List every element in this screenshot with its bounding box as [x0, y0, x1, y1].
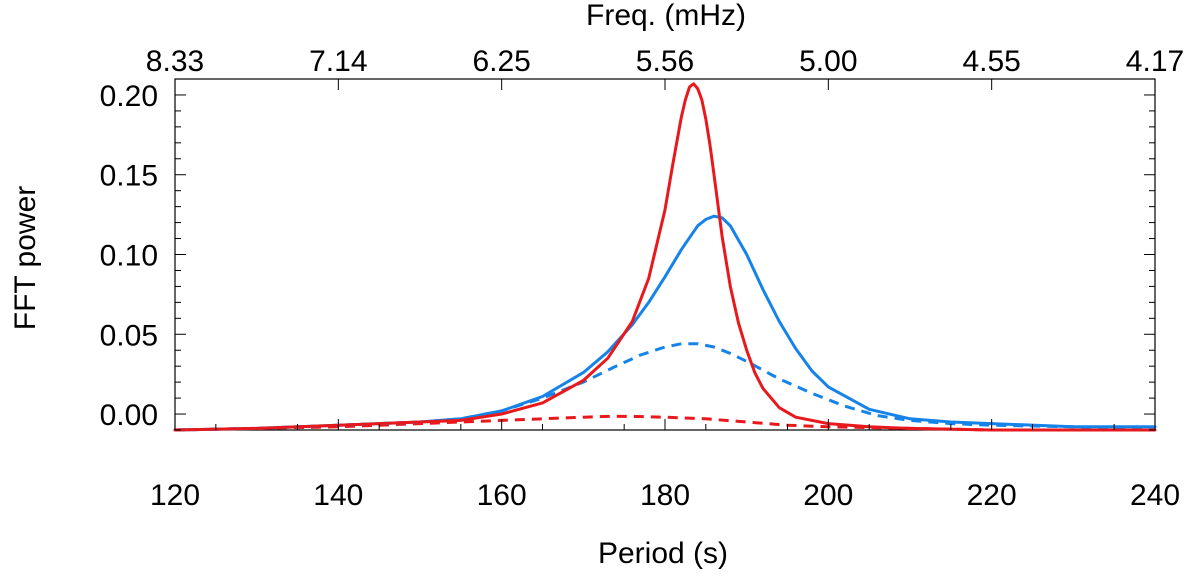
series-line-blue-solid	[173, 214, 1157, 432]
x-axis-title: Period (s)	[598, 537, 728, 570]
plot-border	[174, 78, 1156, 431]
x-tick-label: 220	[967, 479, 1017, 512]
y-tick-label: 0.00	[100, 399, 158, 432]
x-tick-label: 160	[477, 479, 527, 512]
series-line-red-solid	[173, 82, 1157, 432]
plot-frame	[174, 78, 1156, 431]
top-x-tick-label: 7.14	[309, 45, 367, 78]
ticks-layer: 120 140 160 180 200 220 240 8.33 7.14 6.25 5.56 5.0…	[100, 45, 1185, 512]
x-tick-label: 200	[803, 479, 853, 512]
x-tick-label: 120	[150, 479, 200, 512]
y-tick-label: 0.15	[100, 160, 158, 193]
top-x-axis-title: Freq. (mHz)	[586, 0, 746, 32]
top-x-tick-label: 8.33	[146, 45, 204, 78]
top-x-tick-label: 4.55	[962, 45, 1020, 78]
top-x-tick-label: 4.17	[1126, 45, 1184, 78]
y-tick-label: 0.05	[100, 319, 158, 352]
y-axis-title: FFT power	[9, 186, 42, 330]
series-line-blue-dashed	[174, 342, 1156, 432]
top-x-tick-label: 6.25	[472, 45, 530, 78]
x-tick-label: 180	[640, 479, 690, 512]
top-x-tick-label: 5.00	[799, 45, 857, 78]
series-layer	[173, 82, 1157, 432]
x-tick-label: 140	[313, 479, 363, 512]
top-x-tick-label: 5.56	[636, 45, 694, 78]
y-tick-label: 0.10	[100, 240, 158, 273]
x-tick-label: 240	[1130, 479, 1180, 512]
y-tick-label: 0.20	[100, 80, 158, 113]
